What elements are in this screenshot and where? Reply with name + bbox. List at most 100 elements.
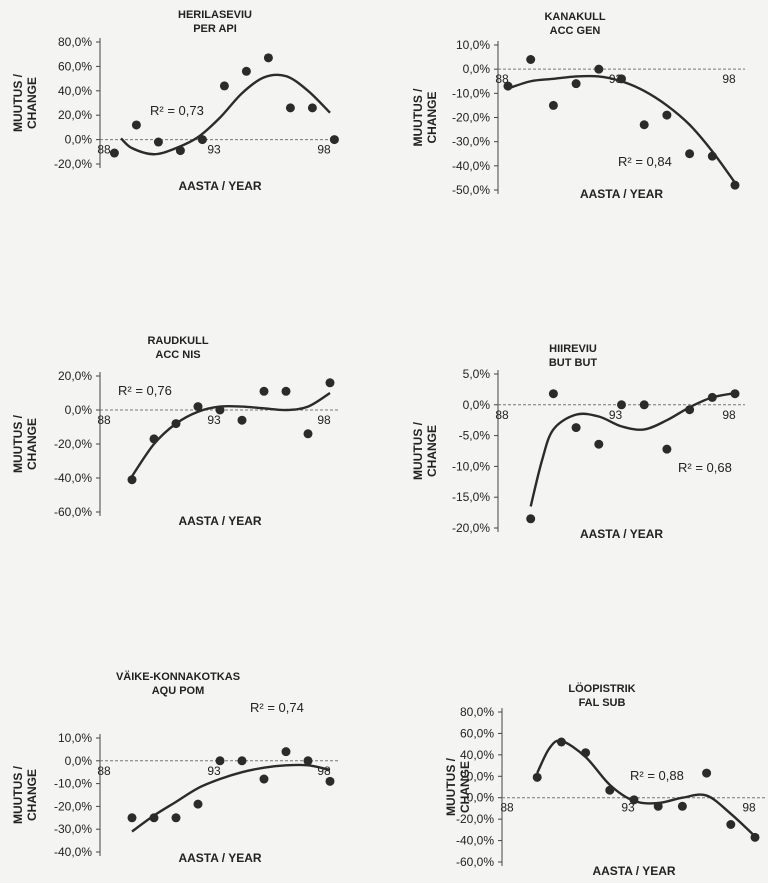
data-point [629, 795, 639, 805]
y-tick-label: 80,0% [460, 705, 494, 719]
y-tick-label: 10,0% [58, 731, 92, 745]
y-tick-label: -20,0% [54, 157, 92, 171]
y-tick-label: -20,0% [54, 437, 92, 451]
y-axis-label: CHANGE [458, 761, 472, 813]
chart-title: RAUDKULL [147, 335, 208, 347]
y-tick-label: -40,0% [54, 845, 92, 859]
y-tick-label: -60,0% [54, 505, 92, 519]
data-point [702, 768, 712, 778]
y-axis-label: CHANGE [425, 91, 439, 143]
trend-line [536, 739, 756, 838]
y-tick-label: 0,0% [65, 403, 93, 417]
x-tick-label: 98 [317, 143, 331, 157]
data-point [109, 148, 119, 158]
trend-line [131, 763, 331, 833]
x-axis-label: AASTA / YEAR [580, 527, 663, 541]
data-point [281, 747, 291, 757]
trend-line [131, 391, 331, 477]
y-tick-label: -20,0% [456, 812, 494, 826]
data-point [526, 514, 536, 524]
x-axis-label: AASTA / YEAR [178, 514, 261, 528]
data-point [237, 415, 247, 425]
data-point [726, 820, 736, 829]
data-point [303, 429, 313, 439]
data-point [556, 737, 566, 747]
data-point [594, 64, 604, 74]
data-point [131, 120, 141, 130]
data-point [685, 405, 695, 415]
x-tick-label: 88 [500, 801, 514, 815]
data-point [127, 475, 137, 485]
data-point [750, 832, 760, 842]
y-axis-label: CHANGE [25, 418, 39, 470]
x-axis-label: AASTA / YEAR [592, 864, 675, 878]
data-point [307, 103, 317, 113]
data-point [325, 776, 335, 786]
y-axis-label: MUUTUS / [411, 421, 425, 480]
y-tick-label: -30,0% [452, 135, 490, 149]
chart-subtitle: PER API [193, 23, 237, 35]
data-point [215, 405, 225, 415]
y-axis-label: MUUTUS / [11, 414, 25, 473]
data-point [685, 149, 695, 159]
data-point [677, 801, 687, 811]
data-point [303, 756, 313, 766]
y-tick-label: -15,0% [452, 490, 490, 504]
data-point [193, 799, 203, 809]
r-squared-annotation: R² = 0,84 [618, 154, 672, 169]
x-tick-label: 98 [722, 408, 736, 422]
x-tick-label: 88 [97, 143, 111, 157]
chart-title: VÄIKE-KONNAKOTKAS [116, 670, 240, 683]
data-point [215, 756, 225, 766]
data-point [259, 774, 269, 784]
y-tick-label: 20,0% [58, 108, 92, 122]
data-point [241, 66, 251, 76]
x-axis-label: AASTA / YEAR [178, 851, 261, 865]
y-tick-label: -20,0% [452, 111, 490, 125]
y-tick-label: 0,0% [463, 62, 491, 76]
y-axis-label: MUUTUS / [444, 757, 458, 816]
y-axis-label: MUUTUS / [411, 88, 425, 147]
data-point [639, 400, 649, 410]
data-point [127, 813, 137, 823]
chart-subtitle: ACC GEN [550, 25, 601, 37]
y-tick-label: 0,0% [65, 133, 93, 147]
data-point [259, 386, 269, 396]
data-point [193, 402, 203, 412]
y-tick-label: -30,0% [54, 822, 92, 836]
y-axis-label: CHANGE [425, 425, 439, 477]
y-tick-label: -10,0% [452, 86, 490, 100]
x-tick-label: 93 [207, 413, 221, 427]
chart-title: HERILASEVIU [178, 9, 252, 21]
data-point [617, 400, 626, 410]
data-point [617, 74, 626, 84]
data-point [153, 137, 163, 147]
r-squared-annotation: R² = 0,74 [250, 700, 304, 715]
r-squared-annotation: R² = 0,73 [150, 103, 204, 118]
data-point [285, 103, 295, 113]
chart-subtitle: AQU POM [152, 685, 205, 697]
y-tick-label: 80,0% [58, 35, 92, 49]
data-point [707, 151, 717, 161]
y-tick-label: 20,0% [58, 369, 92, 383]
y-tick-label: -40,0% [456, 834, 494, 848]
data-point [197, 135, 207, 145]
data-point [662, 110, 672, 120]
y-tick-label: 40,0% [460, 748, 494, 762]
data-point [707, 392, 717, 402]
y-tick-label: 20,0% [460, 769, 494, 783]
data-point [149, 813, 159, 823]
data-point [571, 423, 581, 433]
data-point [532, 772, 542, 782]
r-squared-annotation: R² = 0,88 [630, 768, 684, 783]
y-tick-label: -50,0% [452, 183, 490, 197]
x-tick-label: 93 [207, 143, 221, 157]
data-point [149, 434, 159, 444]
r-squared-annotation: R² = 0,76 [118, 383, 172, 398]
r-squared-annotation: R² = 0,68 [678, 460, 732, 475]
y-tick-label: -10,0% [54, 777, 92, 791]
x-tick-label: 98 [722, 72, 736, 86]
data-point [730, 389, 740, 399]
chart-title: HIIREVIU [549, 343, 597, 355]
data-point [329, 135, 339, 145]
